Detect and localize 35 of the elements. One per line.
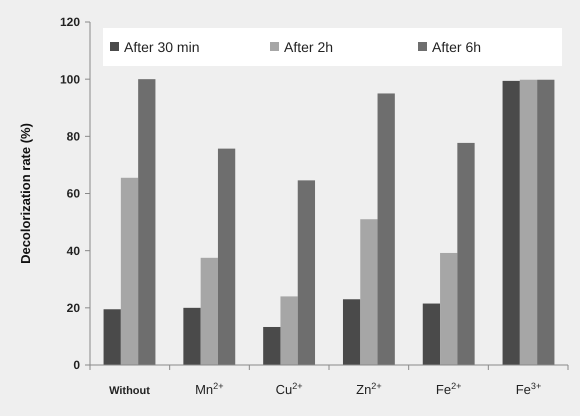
y-tick-label: 20: [66, 301, 80, 316]
bar: [342, 299, 360, 365]
y-tick-label: 100: [60, 72, 80, 86]
x-tick-label: Cu$^{2+}$: [276, 381, 303, 397]
bar: [502, 80, 520, 365]
y-tick-label: 40: [66, 244, 80, 258]
bar: [218, 148, 236, 365]
bar: [298, 180, 316, 365]
bar: [138, 79, 156, 365]
bar: [537, 80, 554, 365]
bar: [183, 308, 201, 365]
x-tick-label: Fe$^{2+}$: [436, 381, 462, 397]
bar: [360, 219, 378, 365]
x-tick-label: Fe$^{3+}$: [516, 381, 542, 397]
bar: [280, 296, 298, 365]
x-tick-label: Without: [109, 385, 150, 397]
bar: [520, 80, 538, 365]
legend-label: After 6h: [432, 38, 482, 55]
legend-label: After 30 min: [124, 38, 200, 55]
bar: [378, 93, 395, 365]
y-tick-label: 80: [66, 130, 80, 144]
bar: [457, 142, 475, 365]
y-tick-label: 0: [73, 358, 80, 372]
bar: [422, 304, 440, 365]
y-tick-label: 120: [60, 15, 80, 30]
legend-label: After 2h: [284, 38, 334, 55]
bar: [120, 178, 138, 365]
y-axis-title: Decolorization rate (%): [18, 123, 33, 264]
bar: [263, 326, 280, 365]
bar: [104, 309, 121, 365]
x-tick-label: Zn$^{2+}$: [356, 381, 382, 397]
bar: [440, 252, 458, 365]
y-tick-label: 60: [66, 186, 80, 201]
bar: [200, 258, 218, 365]
x-tick-label: Mn$^{2+}$: [195, 381, 224, 397]
